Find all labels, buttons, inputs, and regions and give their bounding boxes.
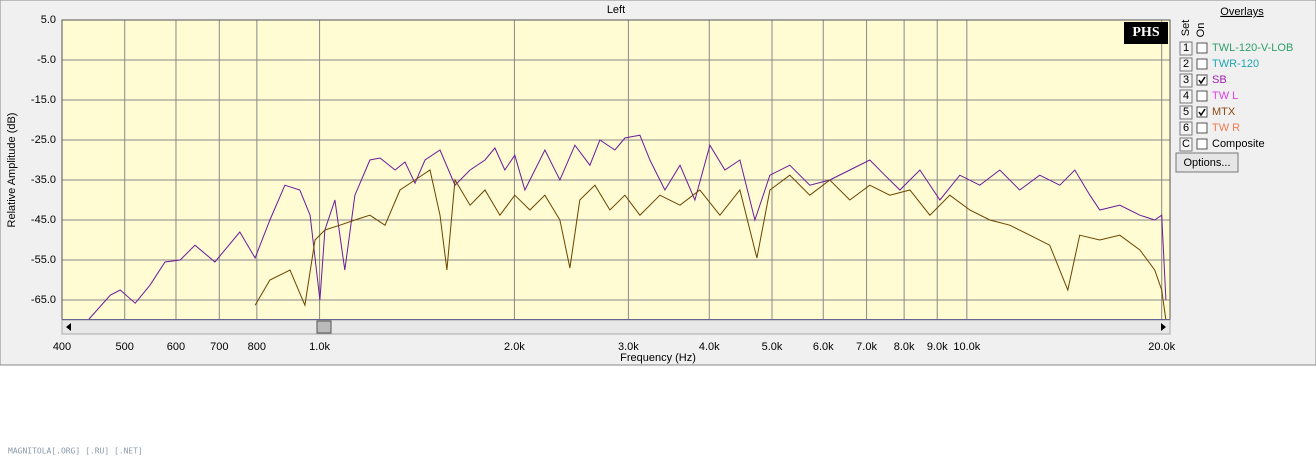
x-tick-label: 4.0k [699, 341, 720, 353]
set-label: 1 [1183, 42, 1189, 54]
checkbox[interactable] [1196, 138, 1208, 150]
on-header: On [1195, 23, 1207, 38]
check-mark [1198, 76, 1206, 85]
series-line [254, 169, 1167, 321]
x-tick-label: 9.0k [927, 341, 948, 353]
set-label: 4 [1183, 90, 1189, 102]
y-tick-label: -65.0 [31, 294, 56, 306]
scroll-right[interactable] [1161, 323, 1166, 331]
checkbox[interactable] [1196, 58, 1208, 70]
set-box[interactable] [1179, 121, 1193, 136]
x-tick-label: 400 [53, 341, 71, 353]
x-tick-label: 700 [210, 341, 228, 353]
checkbox[interactable] [1196, 74, 1208, 86]
set-label: 6 [1183, 122, 1189, 134]
set-label: 5 [1183, 106, 1189, 118]
checkbox[interactable] [1196, 122, 1208, 134]
overlays-title: Overlays [1220, 6, 1264, 18]
x-tick-label: 2.0k [504, 341, 525, 353]
watermark: MAGNITOLA[.ORG] [.RU] [.NET] [8, 447, 143, 456]
x-tick-label: 5.0k [762, 341, 783, 353]
check-mark [1198, 108, 1206, 117]
set-box[interactable] [1179, 137, 1193, 152]
checkbox[interactable] [1196, 42, 1208, 54]
scroll-thumb[interactable] [316, 320, 332, 334]
plot-area [62, 20, 1170, 320]
x-tick-label: 600 [167, 341, 185, 353]
y-tick-label: -25.0 [31, 134, 56, 146]
overlay-name: MTX [1212, 106, 1236, 118]
y-tick-label: -15.0 [31, 94, 56, 106]
set-box[interactable] [1179, 57, 1193, 72]
set-label: C [1182, 138, 1190, 150]
set-header: Set [1180, 20, 1192, 37]
x-tick-label: 10.0k [953, 341, 980, 353]
overlay-list: 1 TWL-120-V-LOB 2 TWR-120 3 SB 4 TW L 5 MTX 6 TW R C… [1179, 41, 1293, 152]
overlay-name: TW R [1212, 122, 1240, 134]
x-tick-label: 7.0k [856, 341, 877, 353]
x-tick-label: 500 [116, 341, 134, 353]
x-tick-label: 6.0k [813, 341, 834, 353]
set-box[interactable] [1179, 89, 1193, 104]
set-box[interactable] [1179, 73, 1193, 88]
x-tick-label: 3.0k [618, 341, 639, 353]
y-tick-label: 5.0 [41, 14, 56, 26]
overlay-name: TWR-120 [1212, 58, 1259, 70]
y-tick-label: -35.0 [31, 174, 56, 186]
overlay-name: TWL-120-V-LOB [1212, 42, 1293, 54]
x-tick-label: 1.0k [309, 341, 330, 353]
set-box[interactable] [1179, 105, 1193, 120]
overlay-name: SB [1212, 74, 1227, 86]
badge-text: PHS [1132, 25, 1159, 40]
y-tick-label: -5.0 [37, 54, 56, 66]
checkbox[interactable] [1196, 106, 1208, 118]
scrollbar[interactable] [61, 319, 1171, 335]
scroll-left[interactable] [66, 323, 71, 331]
lines [87, 134, 1167, 321]
y-axis-label: Relative Amplitude (dB) [6, 113, 18, 228]
options-button-label: Options... [1183, 157, 1230, 169]
set-box[interactable] [1179, 41, 1193, 56]
set-label: 3 [1183, 74, 1189, 86]
overlay-name: Composite [1212, 138, 1265, 150]
y-tick-label: -45.0 [31, 214, 56, 226]
options-button[interactable] [1175, 152, 1239, 173]
series-line [87, 134, 1167, 321]
checkbox[interactable] [1196, 90, 1208, 102]
badge [1124, 22, 1168, 44]
set-label: 2 [1183, 58, 1189, 70]
x-tick-label: 800 [248, 341, 266, 353]
x-tick-label: 20.0k [1148, 341, 1175, 353]
x-tick-label: 8.0k [894, 341, 915, 353]
overlay-name: TW L [1212, 90, 1238, 102]
y-tick-label: -55.0 [31, 254, 56, 266]
grid [61, 19, 1170, 320]
chart-title: Left [607, 4, 625, 16]
x-axis-label: Frequency (Hz) [620, 352, 696, 364]
